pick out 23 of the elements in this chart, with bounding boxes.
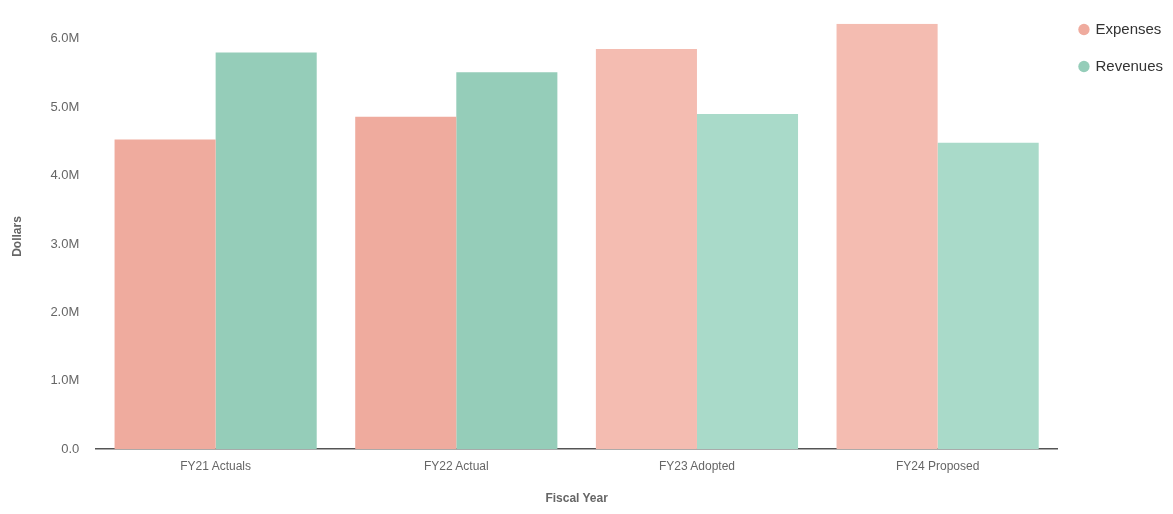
bar	[836, 23, 938, 450]
y-tick-label: 6.0M	[50, 30, 80, 46]
y-tick-label: 2.0M	[50, 303, 80, 319]
y-tick-label: 4.0M	[50, 167, 80, 183]
y-tick-label: 3.0M	[50, 235, 80, 251]
bar	[696, 114, 799, 450]
bar	[114, 139, 216, 450]
bar	[215, 52, 317, 450]
bar	[456, 72, 558, 450]
y-tick-label: 0.0	[61, 440, 80, 456]
y-axis-title: Dollars	[9, 215, 24, 257]
bar	[355, 116, 457, 450]
legend-label: Expenses	[1095, 19, 1162, 37]
x-tick-label: FY21 Actuals	[180, 458, 251, 473]
x-axis-title: Fiscal Year	[545, 491, 609, 506]
bar	[595, 49, 697, 450]
y-tick-label: 1.0M	[50, 372, 80, 388]
y-tick-label: 5.0M	[50, 98, 80, 114]
bar	[937, 142, 1039, 450]
x-tick-label: FY24 Proposed	[895, 458, 980, 473]
x-tick-label: FY23 Adopted	[658, 458, 735, 473]
legend-label: Revenues	[1095, 56, 1163, 74]
x-tick-label: FY22 Actual	[423, 458, 489, 473]
